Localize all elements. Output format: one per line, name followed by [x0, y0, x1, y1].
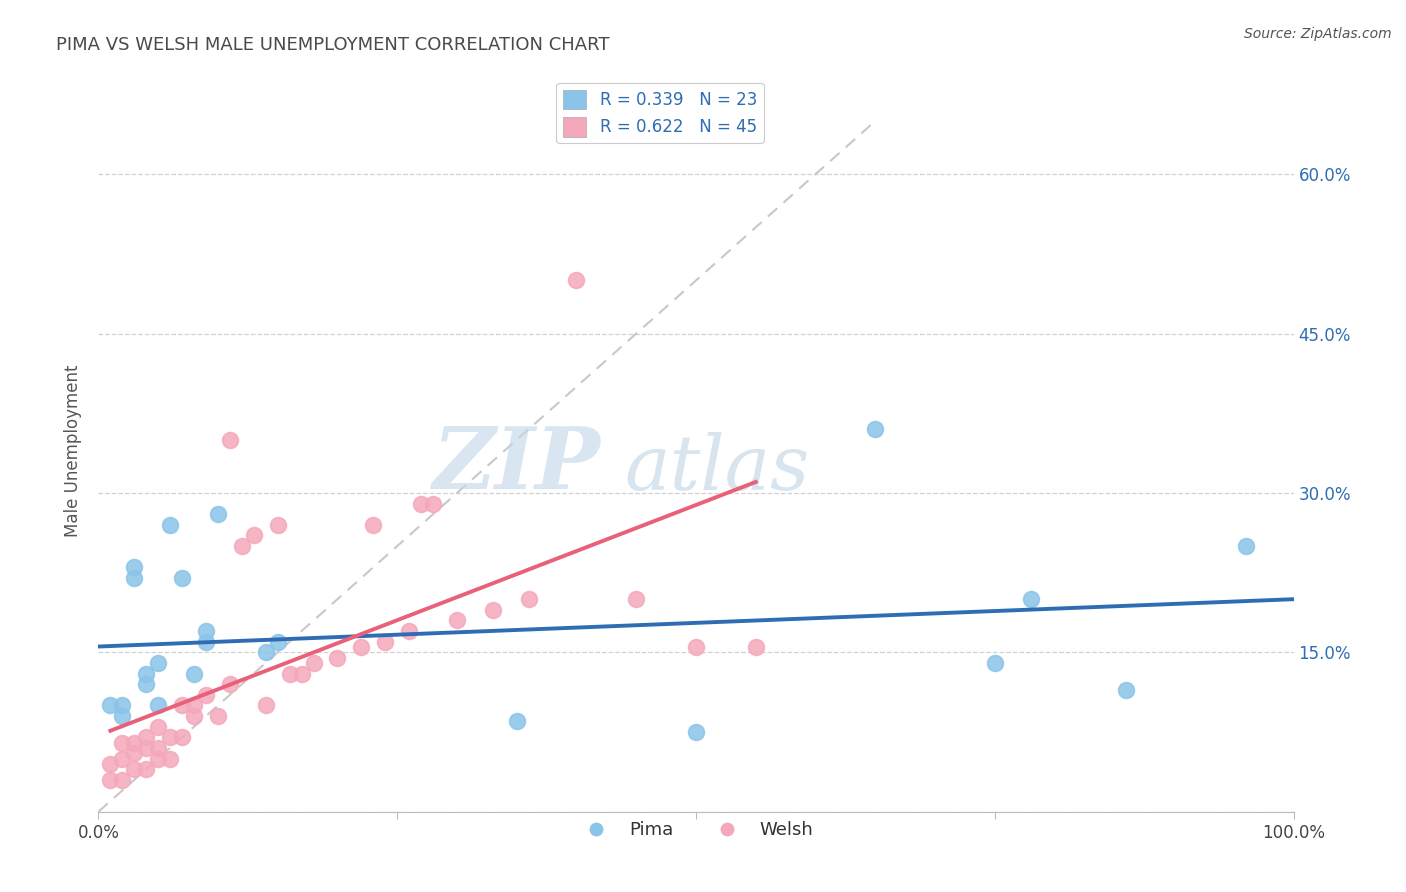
- Point: [398, 624, 420, 639]
- Point: [124, 736, 146, 750]
- Point: [411, 497, 433, 511]
- Point: [446, 614, 468, 628]
- Point: [291, 666, 314, 681]
- Point: [195, 634, 218, 648]
- Point: [207, 507, 229, 521]
- Point: [135, 731, 157, 745]
- Point: [481, 603, 505, 617]
- Point: [111, 709, 134, 723]
- Point: [172, 698, 194, 713]
- Point: [98, 772, 122, 787]
- Point: [685, 640, 707, 654]
- Text: Source: ZipAtlas.com: Source: ZipAtlas.com: [1244, 27, 1392, 41]
- Point: [148, 656, 170, 670]
- Point: [422, 497, 444, 511]
- Point: [984, 656, 1007, 670]
- Point: [183, 709, 205, 723]
- Point: [363, 517, 385, 532]
- Point: [135, 762, 157, 776]
- Point: [124, 762, 146, 776]
- Text: atlas: atlas: [624, 432, 810, 506]
- Point: [124, 560, 146, 574]
- Point: [302, 656, 325, 670]
- Point: [135, 677, 157, 691]
- Point: [148, 698, 170, 713]
- Point: [124, 746, 146, 760]
- Y-axis label: Male Unemployment: Male Unemployment: [65, 364, 83, 537]
- Point: [326, 650, 349, 665]
- Point: [183, 666, 205, 681]
- Text: PIMA VS WELSH MALE UNEMPLOYMENT CORRELATION CHART: PIMA VS WELSH MALE UNEMPLOYMENT CORRELAT…: [56, 36, 610, 54]
- Point: [159, 751, 181, 765]
- Legend: Pima, Welsh: Pima, Welsh: [571, 814, 821, 846]
- Point: [124, 571, 146, 585]
- Point: [1234, 539, 1257, 553]
- Point: [172, 731, 194, 745]
- Point: [243, 528, 266, 542]
- Point: [374, 634, 396, 648]
- Point: [111, 772, 134, 787]
- Point: [111, 751, 134, 765]
- Point: [231, 539, 253, 553]
- Point: [267, 517, 290, 532]
- Point: [98, 698, 122, 713]
- Text: ZIP: ZIP: [433, 423, 600, 507]
- Point: [148, 751, 170, 765]
- Point: [506, 714, 529, 729]
- Point: [159, 517, 181, 532]
- Point: [207, 709, 229, 723]
- Point: [254, 698, 277, 713]
- Point: [159, 731, 181, 745]
- Point: [219, 433, 242, 447]
- Point: [111, 736, 134, 750]
- Point: [148, 741, 170, 756]
- Point: [172, 571, 194, 585]
- Point: [278, 666, 301, 681]
- Point: [865, 422, 887, 436]
- Point: [685, 725, 707, 739]
- Point: [195, 688, 218, 702]
- Point: [135, 666, 157, 681]
- Point: [148, 720, 170, 734]
- Point: [1019, 592, 1042, 607]
- Point: [195, 624, 218, 639]
- Point: [98, 756, 122, 771]
- Point: [1115, 682, 1137, 697]
- Point: [111, 698, 134, 713]
- Point: [135, 741, 157, 756]
- Point: [183, 698, 205, 713]
- Point: [267, 634, 290, 648]
- Point: [517, 592, 540, 607]
- Point: [219, 677, 242, 691]
- Point: [254, 645, 277, 659]
- Point: [565, 273, 588, 287]
- Point: [350, 640, 373, 654]
- Point: [626, 592, 648, 607]
- Point: [745, 640, 768, 654]
